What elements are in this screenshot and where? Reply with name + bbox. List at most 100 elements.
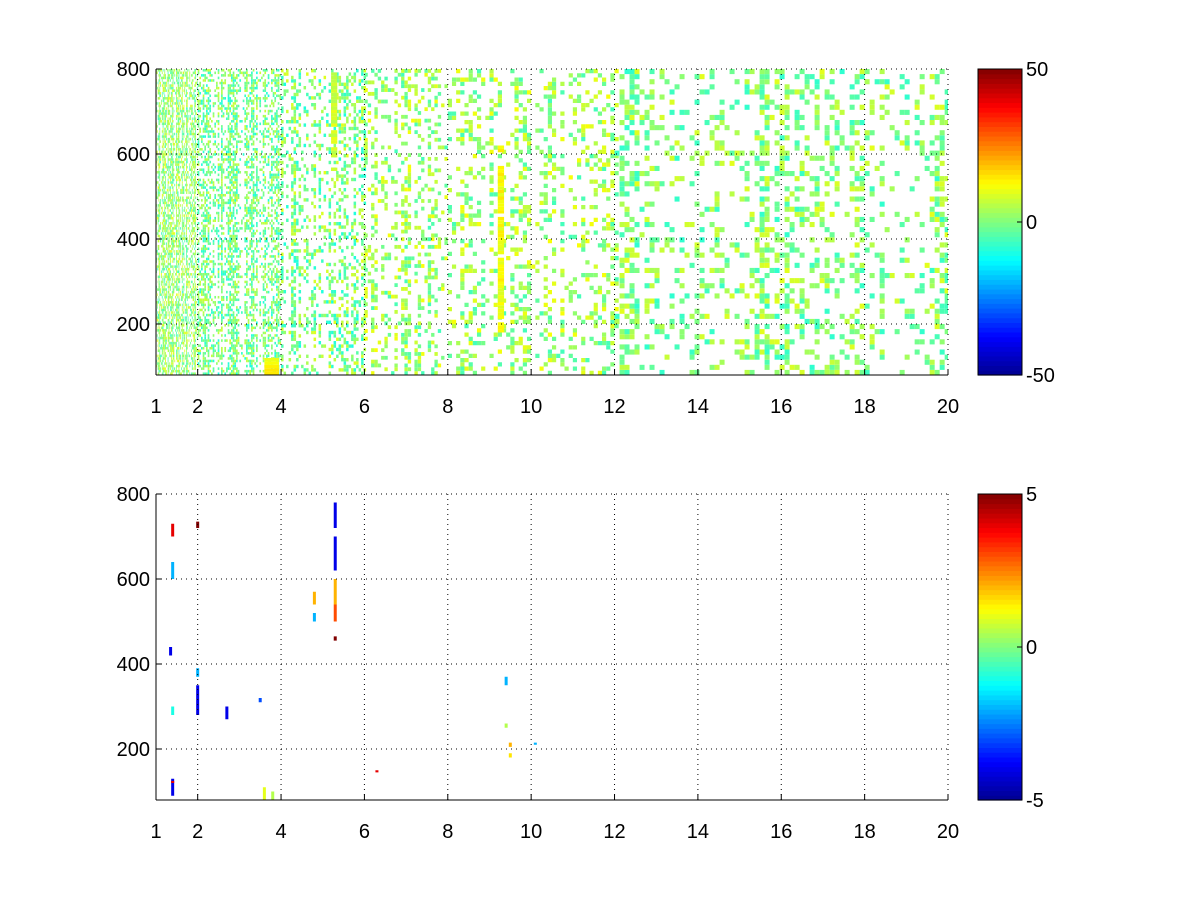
heatmap-cell xyxy=(186,372,188,375)
heatmap-cell xyxy=(251,120,253,123)
heatmap-cell xyxy=(156,171,158,174)
heatmap-cell xyxy=(163,135,165,138)
heatmap-cell xyxy=(165,127,166,131)
heatmap-cell xyxy=(252,232,255,235)
heatmap-cell xyxy=(201,193,203,197)
heatmap-cell xyxy=(199,334,202,337)
heatmap-cell xyxy=(178,362,180,365)
heatmap-cell xyxy=(207,163,210,166)
heatmap-cell xyxy=(177,311,179,314)
heatmap-cell xyxy=(191,357,192,360)
heatmap-cell xyxy=(217,349,220,353)
heatmap-cell xyxy=(166,114,167,118)
heatmap-cell xyxy=(174,142,176,146)
heatmap-cell xyxy=(164,227,166,230)
heatmap-cell xyxy=(159,104,161,108)
heatmap-cell xyxy=(186,102,188,105)
heatmap-cell xyxy=(201,148,203,151)
heatmap-cell xyxy=(234,247,237,251)
heatmap-cell xyxy=(244,204,247,207)
heatmap-cell xyxy=(178,222,180,225)
heatmap-cell xyxy=(176,349,177,353)
heatmap-cell xyxy=(234,97,237,100)
heatmap-cell xyxy=(159,280,161,284)
heatmap-cell xyxy=(186,329,187,332)
heatmap-cell xyxy=(226,298,228,302)
heatmap-cell xyxy=(183,109,185,113)
heatmap-cell xyxy=(191,331,192,335)
heatmap-cell xyxy=(177,339,179,342)
heatmap-cell xyxy=(209,193,212,197)
heatmap-cell xyxy=(175,176,176,179)
heatmap-cell xyxy=(186,183,188,187)
heatmap-cell xyxy=(204,69,207,72)
heatmap-cell xyxy=(176,227,177,230)
heatmap-cell xyxy=(160,91,161,95)
heatmap-cell xyxy=(178,206,180,210)
heatmap-cell xyxy=(197,94,200,98)
heatmap-cell xyxy=(206,127,208,131)
heatmap-cell xyxy=(180,153,182,156)
heatmap-cell xyxy=(191,232,193,235)
heatmap-cell xyxy=(226,117,228,120)
heatmap-cell xyxy=(202,326,205,330)
heatmap-cell xyxy=(181,196,183,200)
heatmap-cell xyxy=(159,267,161,271)
heatmap-cell xyxy=(229,293,232,296)
heatmap-cell xyxy=(157,234,159,238)
heatmap-cell xyxy=(186,181,187,184)
heatmap-cell xyxy=(159,204,161,207)
heatmap-cell xyxy=(163,262,165,266)
heatmap-cell xyxy=(232,135,235,138)
heatmap-cell xyxy=(191,196,192,200)
heatmap-cell xyxy=(212,346,215,350)
heatmap-cell xyxy=(158,216,160,220)
heatmap-cell xyxy=(171,359,173,363)
heatmap-cell xyxy=(182,81,184,85)
heatmap-cell xyxy=(231,219,233,222)
heatmap-cell xyxy=(194,357,196,360)
heatmap-cell xyxy=(172,86,174,90)
heatmap-cell xyxy=(172,178,174,182)
heatmap-cell xyxy=(227,150,230,154)
heatmap-cell xyxy=(227,176,230,179)
heatmap-cell xyxy=(162,109,164,113)
heatmap-cell xyxy=(171,283,173,286)
heatmap-cell xyxy=(176,160,177,164)
heatmap-cell xyxy=(196,142,197,146)
heatmap-cell xyxy=(179,199,181,202)
heatmap-cell xyxy=(231,76,233,80)
heatmap-cell xyxy=(164,237,166,240)
heatmap-cell xyxy=(158,247,160,251)
heatmap-cell xyxy=(171,171,173,174)
heatmap-cell xyxy=(195,219,197,222)
heatmap-cell xyxy=(195,242,197,245)
heatmap-cell xyxy=(222,153,225,156)
heatmap-cell xyxy=(167,188,169,192)
heatmap-cell xyxy=(206,142,208,146)
heatmap-cell xyxy=(217,344,220,347)
heatmap-cell xyxy=(207,237,210,240)
heatmap-cell xyxy=(189,201,191,205)
heatmap-cell xyxy=(209,130,212,133)
heatmap-cell xyxy=(180,81,182,85)
heatmap-cell xyxy=(221,244,223,248)
heatmap-cell xyxy=(167,267,169,271)
heatmap-cell xyxy=(178,295,180,299)
heatmap-cell xyxy=(157,160,159,164)
heatmap-cell xyxy=(229,186,232,189)
heatmap-cell xyxy=(176,142,177,146)
heatmap-cell xyxy=(191,227,193,230)
heatmap-cell xyxy=(185,237,187,240)
heatmap-cell xyxy=(244,357,247,360)
heatmap-cell xyxy=(169,109,171,113)
heatmap-cell xyxy=(209,173,212,177)
heatmap-cell xyxy=(169,86,171,90)
heatmap-cell xyxy=(232,372,235,375)
heatmap-cell xyxy=(172,334,174,337)
heatmap-cell xyxy=(190,257,192,261)
heatmap-cell xyxy=(163,158,165,161)
heatmap-cell xyxy=(172,112,174,115)
heatmap-cell xyxy=(188,331,190,335)
heatmap-cell xyxy=(167,99,169,103)
